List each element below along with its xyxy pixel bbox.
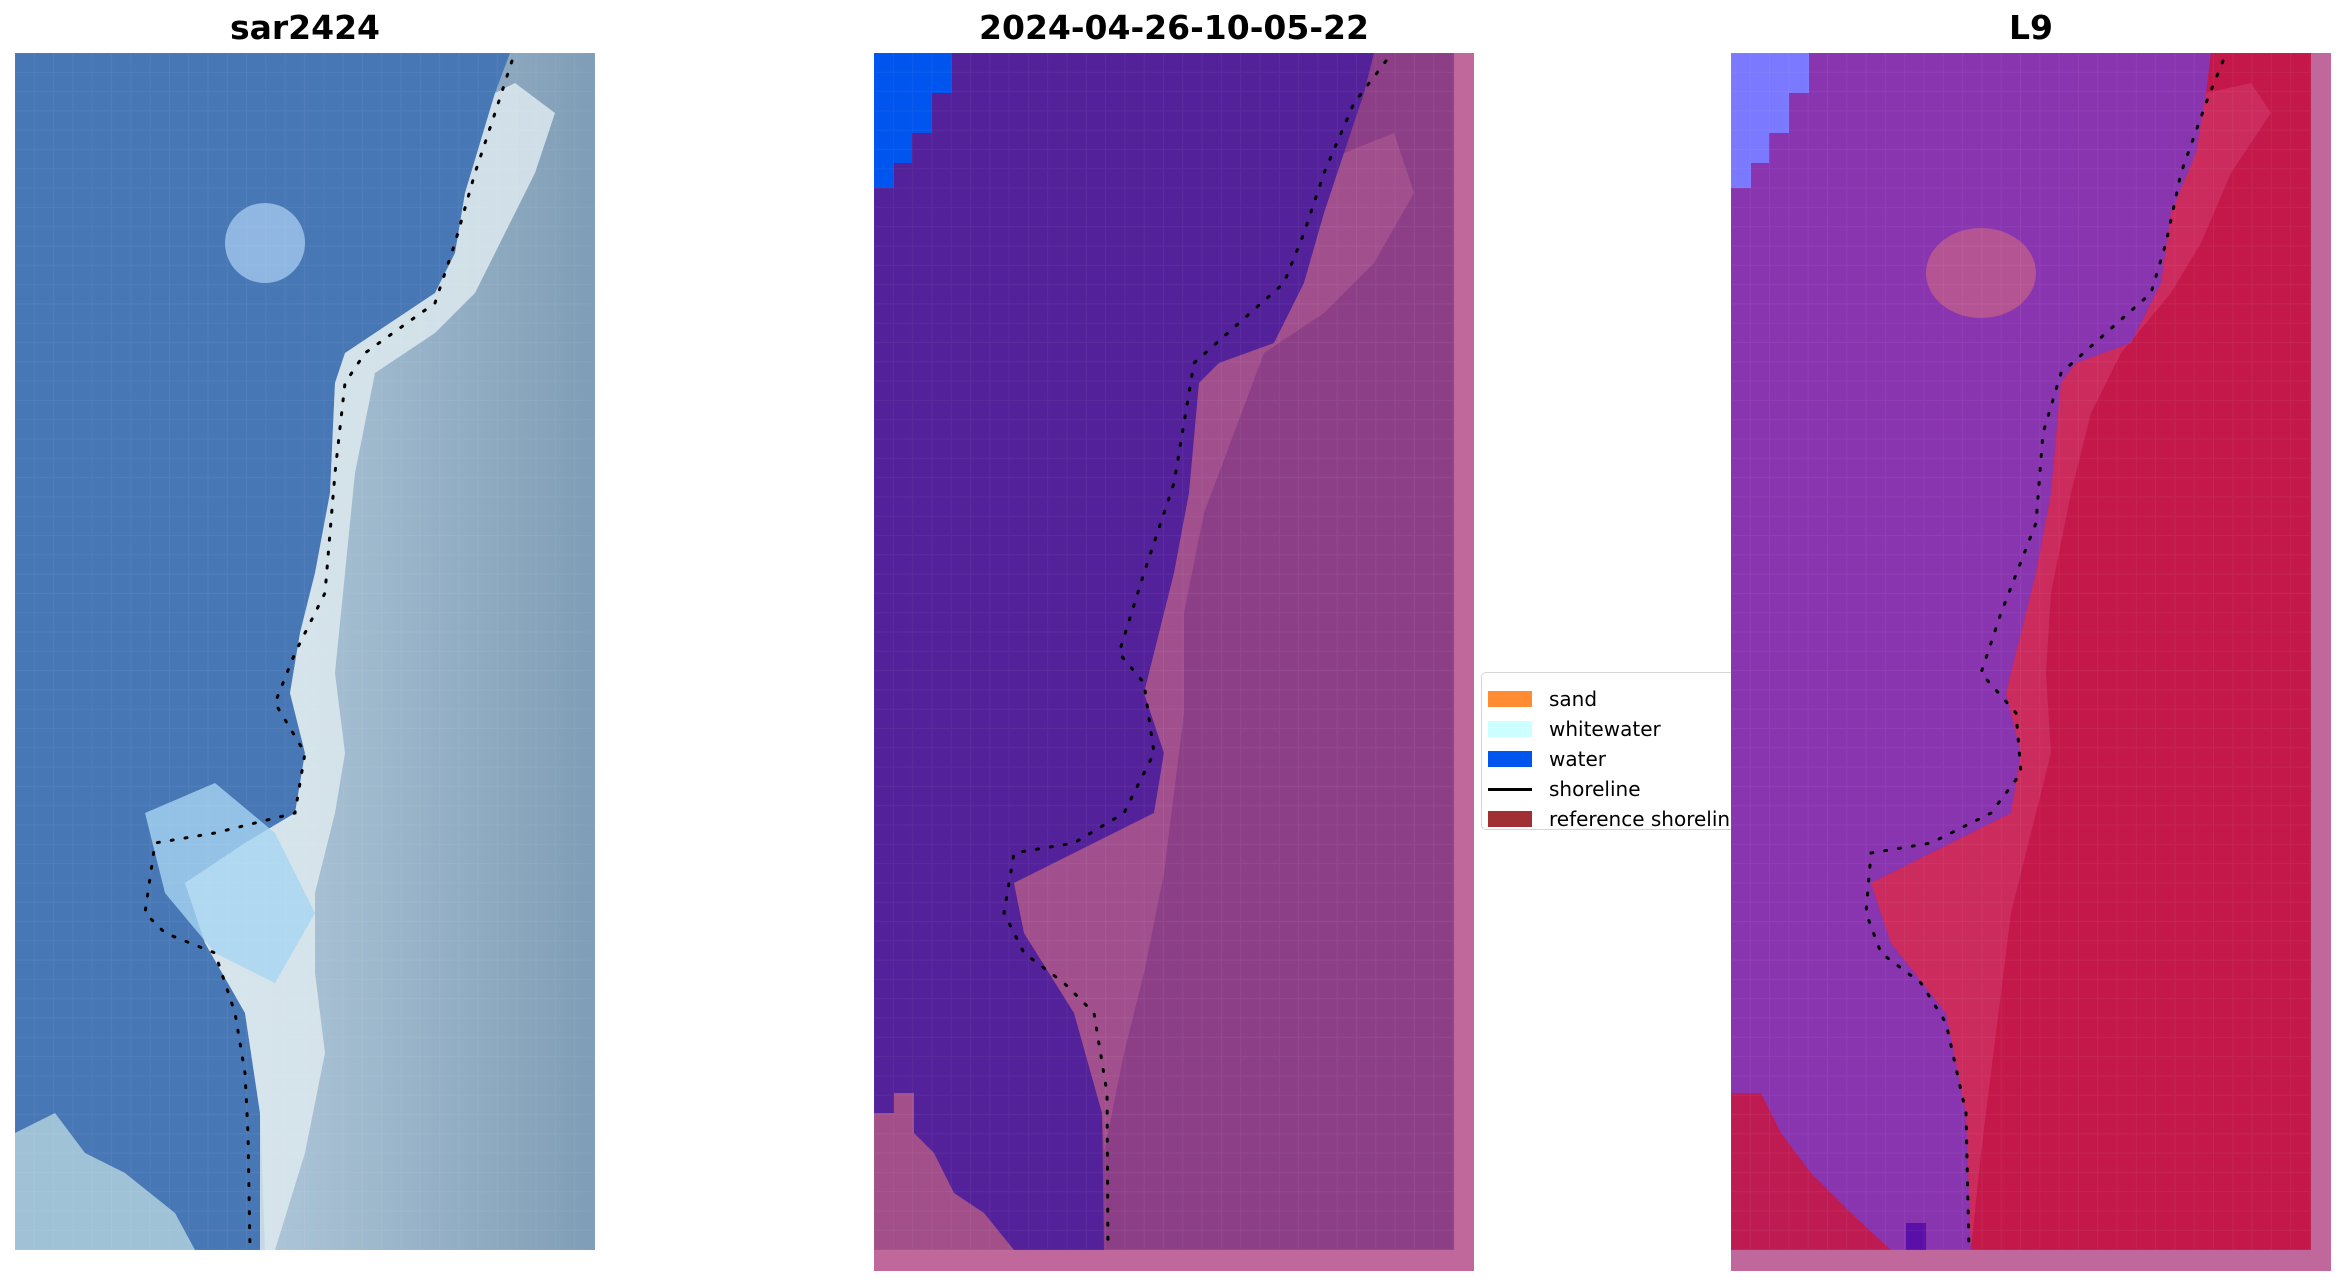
legend: sand whitewater water shoreline referenc…: [1481, 672, 1741, 830]
sand-swatch: [1488, 691, 1532, 707]
classification-panel: [874, 53, 1474, 1271]
right-panel-title: L9: [2009, 8, 2053, 47]
middle-panel-title: 2024-04-26-10-05-22: [979, 8, 1369, 47]
shoreline-line-swatch: [1488, 788, 1532, 791]
reference-shoreline-swatch: [1488, 811, 1532, 827]
legend-label-water: water: [1549, 747, 1606, 771]
water-swatch: [1488, 751, 1532, 767]
sar-image-panel: [15, 53, 595, 1250]
legend-label-reference-shoreline: reference shoreline: [1549, 807, 1741, 830]
legend-label-sand: sand: [1549, 687, 1598, 711]
whitewater-swatch: [1488, 721, 1532, 737]
l9-panel: [1731, 53, 2331, 1271]
legend-label-whitewater: whitewater: [1549, 717, 1661, 741]
l9-shoreline: [1864, 59, 2225, 1252]
left-panel-title: sar2424: [229, 8, 381, 47]
class-shoreline: [1002, 59, 1388, 1252]
legend-label-shoreline: shoreline: [1549, 777, 1641, 801]
